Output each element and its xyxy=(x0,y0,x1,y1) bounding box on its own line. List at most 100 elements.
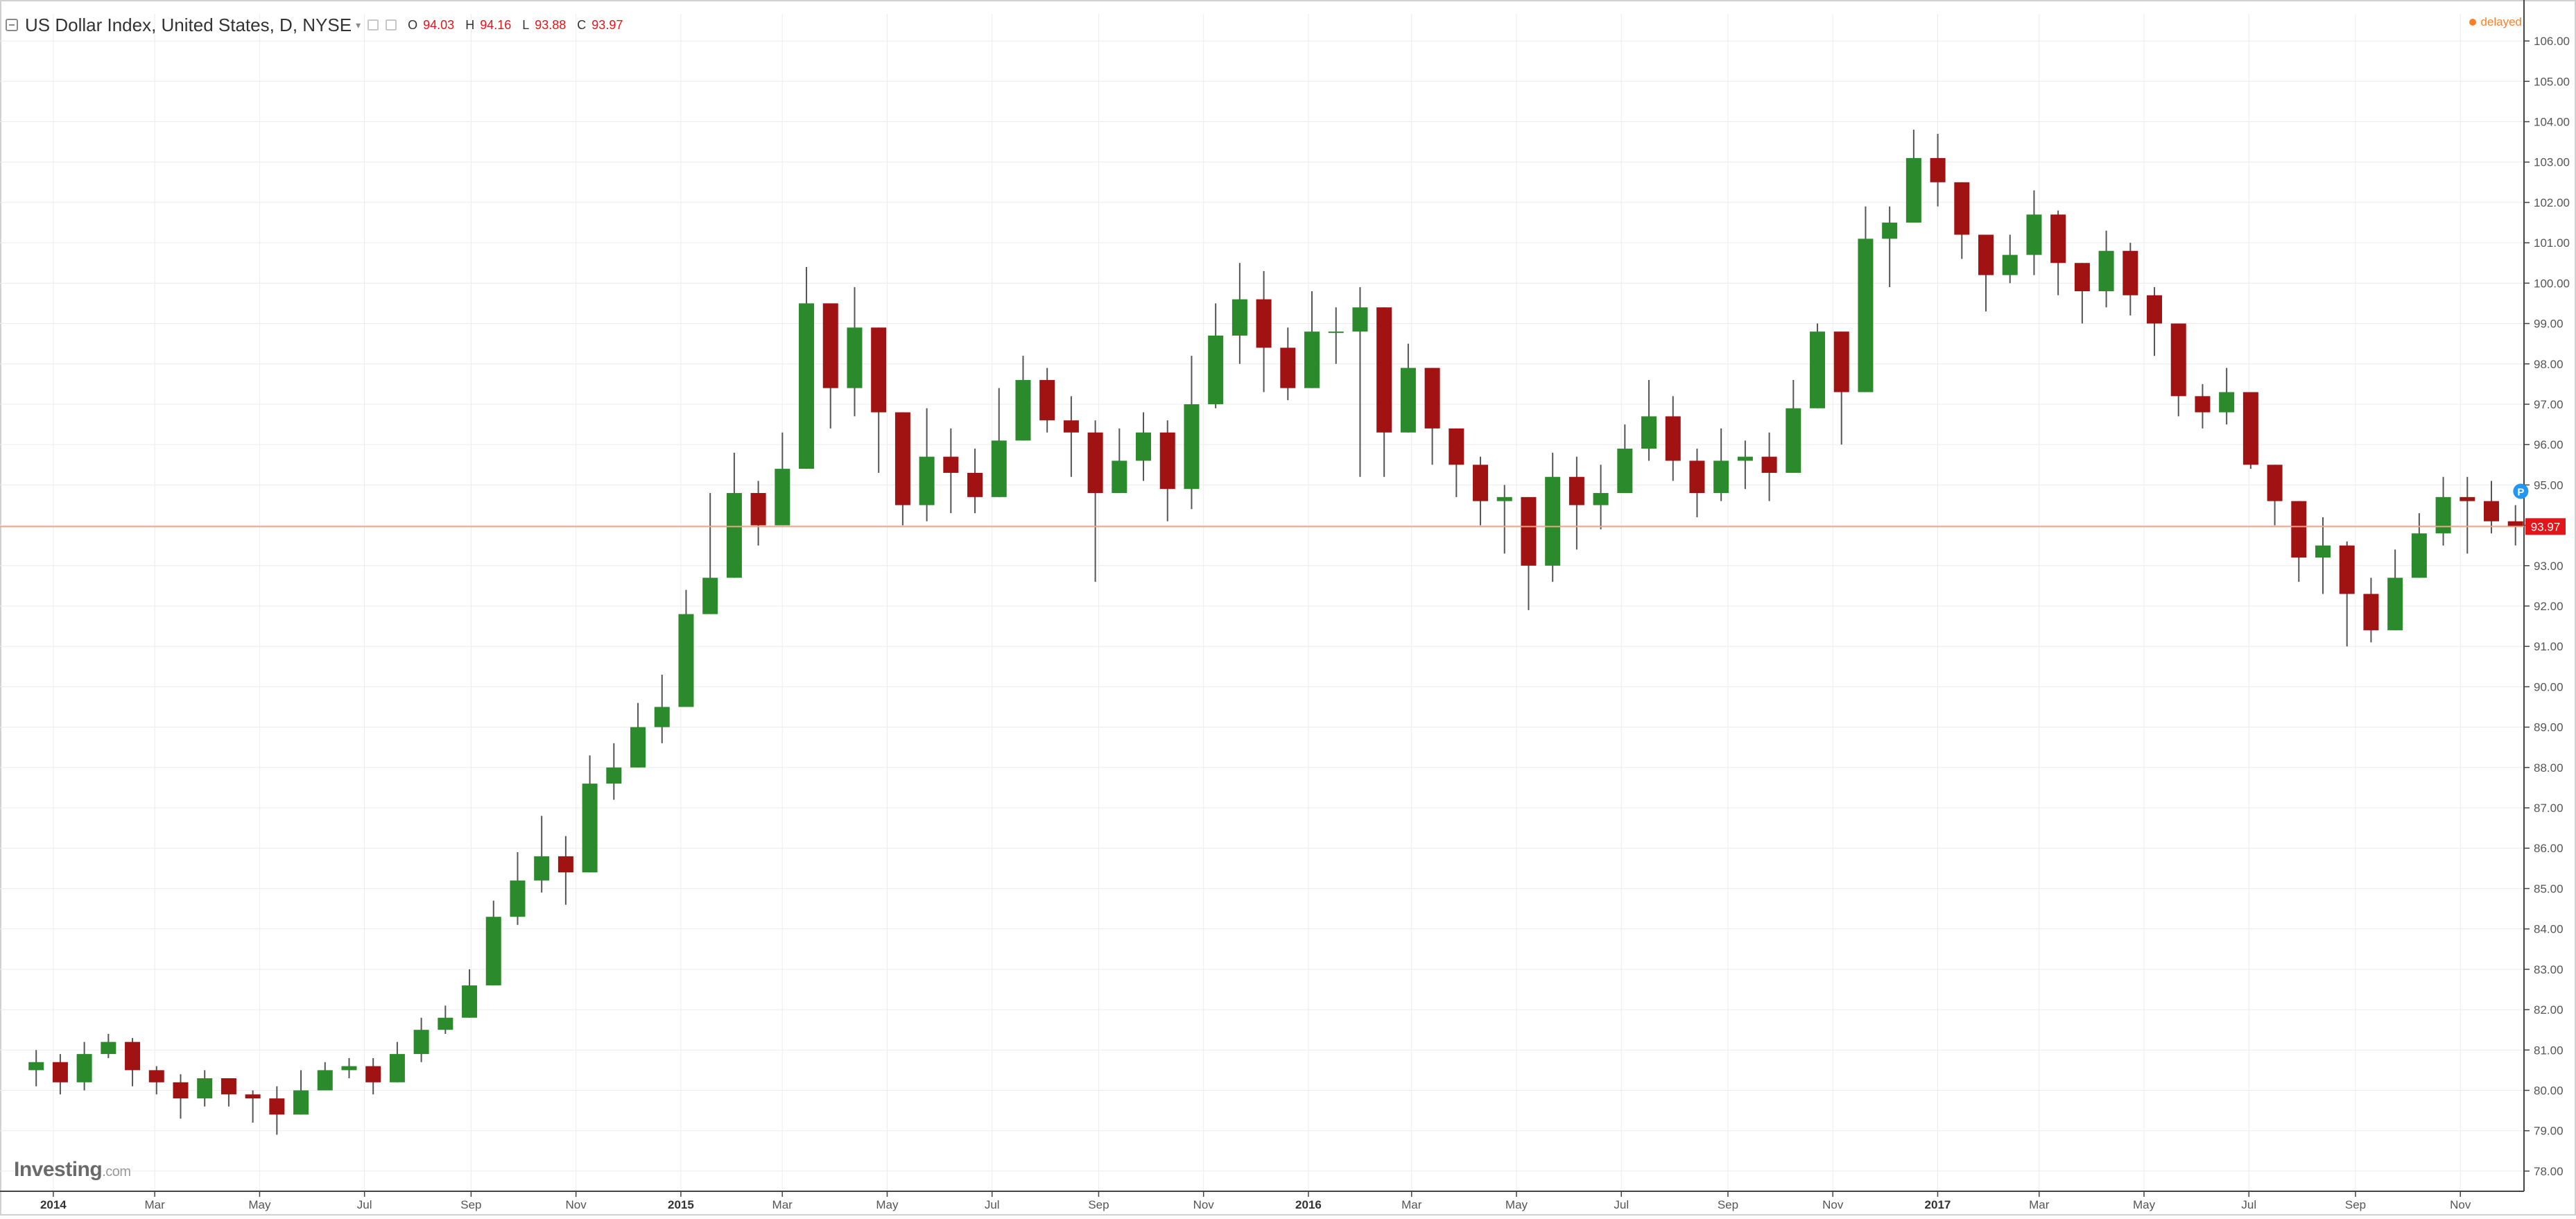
candle-body[interactable] xyxy=(2339,545,2355,594)
candle-body[interactable] xyxy=(317,1070,333,1091)
candle-body[interactable] xyxy=(28,1062,44,1071)
candle-body[interactable] xyxy=(871,327,887,413)
candle-body[interactable] xyxy=(438,1017,453,1030)
candle-body[interactable] xyxy=(1833,331,1849,392)
candle-body[interactable] xyxy=(2050,214,2066,263)
candle-body[interactable] xyxy=(1304,331,1320,388)
candle-body[interactable] xyxy=(2387,578,2403,630)
candle-body[interactable] xyxy=(606,767,622,784)
candle-body[interactable] xyxy=(1810,331,1826,408)
candle-body[interactable] xyxy=(2291,501,2307,558)
candle-body[interactable] xyxy=(1112,460,1127,494)
candle-body[interactable] xyxy=(1256,299,1272,348)
candle-body[interactable] xyxy=(76,1054,92,1082)
candle-body[interactable] xyxy=(245,1094,261,1099)
candle-body[interactable] xyxy=(2411,533,2427,578)
candle-body[interactable] xyxy=(1665,416,1681,461)
candle-body[interactable] xyxy=(919,456,935,505)
candle-body[interactable] xyxy=(775,469,790,526)
event-marker-icon[interactable] xyxy=(2513,483,2529,499)
candle-body[interactable] xyxy=(2507,521,2523,527)
candle-body[interactable] xyxy=(1473,465,1489,501)
candle-body[interactable] xyxy=(1400,368,1416,433)
candle-body[interactable] xyxy=(1617,448,1633,494)
candle-body[interactable] xyxy=(148,1070,164,1082)
candle-body[interactable] xyxy=(630,727,646,768)
candle-body[interactable] xyxy=(221,1078,236,1095)
candle-body[interactable] xyxy=(1231,299,1247,336)
candle-body[interactable] xyxy=(967,472,983,497)
candle-body[interactable] xyxy=(389,1054,405,1082)
candle-body[interactable] xyxy=(2147,295,2163,324)
candle-body[interactable] xyxy=(2074,263,2090,291)
candle-body[interactable] xyxy=(52,1062,68,1082)
candle-body[interactable] xyxy=(678,614,694,707)
candle-body[interactable] xyxy=(1786,408,1801,473)
candle-body[interactable] xyxy=(1063,420,1079,433)
candle-body[interactable] xyxy=(2460,496,2475,501)
candle-body[interactable] xyxy=(413,1030,429,1055)
candle-body[interactable] xyxy=(799,303,815,469)
candle-body[interactable] xyxy=(726,493,742,578)
candle-body[interactable] xyxy=(1641,416,1657,449)
candle-body[interactable] xyxy=(1136,432,1152,461)
candle-body[interactable] xyxy=(1761,456,1777,473)
candle-body[interactable] xyxy=(582,784,598,873)
candle-body[interactable] xyxy=(1039,380,1055,421)
candle-body[interactable] xyxy=(2195,396,2211,413)
candle-body[interactable] xyxy=(654,707,670,727)
candle-body[interactable] xyxy=(1449,428,1464,465)
candle-body[interactable] xyxy=(2098,250,2114,291)
candle-body[interactable] xyxy=(1689,460,1705,494)
candle-body[interactable] xyxy=(1954,182,1970,235)
candle-body[interactable] xyxy=(1015,380,1031,441)
candle-body[interactable] xyxy=(2170,323,2186,397)
candle-body[interactable] xyxy=(1328,331,1344,334)
candle-body[interactable] xyxy=(1737,456,1753,461)
candle-body[interactable] xyxy=(341,1066,357,1071)
settings-icon[interactable] xyxy=(368,19,379,31)
candle-body[interactable] xyxy=(943,456,959,473)
candle-body[interactable] xyxy=(1208,336,1224,404)
candle-body[interactable] xyxy=(1882,223,1898,239)
candle-body[interactable] xyxy=(1858,239,1874,392)
candle-body[interactable] xyxy=(1568,476,1584,505)
candle-body[interactable] xyxy=(1424,368,1440,429)
candle-body[interactable] xyxy=(365,1066,381,1082)
candle-body[interactable] xyxy=(534,856,550,881)
time-axis[interactable]: 2014 Mar May Jul Sep Nov 2015 Mar May Jul Sep Nov 20… xyxy=(40,1191,2471,1211)
close-icon[interactable] xyxy=(386,19,397,31)
candle-body[interactable] xyxy=(1593,493,1609,505)
candle-body[interactable] xyxy=(847,327,863,388)
candle-body[interactable] xyxy=(1184,404,1200,490)
symbol-title[interactable]: US Dollar Index, United States, D, NYSE xyxy=(25,14,352,35)
price-axis[interactable]: 78.00 79.00 80.00 81.00 82.00 83.00 84.00 85.00… xyxy=(2524,35,2570,1178)
candle-body[interactable] xyxy=(510,880,526,917)
candle-body[interactable] xyxy=(1496,496,1512,501)
candle-body[interactable] xyxy=(293,1090,309,1115)
candle-body[interactable] xyxy=(2315,545,2331,558)
candle-body[interactable] xyxy=(2026,214,2042,255)
candle-body[interactable] xyxy=(1280,347,1296,388)
candle-body[interactable] xyxy=(2363,594,2379,630)
candle-body[interactable] xyxy=(101,1041,116,1055)
candle-body[interactable] xyxy=(1352,307,1368,332)
candle-body[interactable] xyxy=(462,985,478,1018)
candle-body[interactable] xyxy=(1087,432,1103,494)
candle-body[interactable] xyxy=(1905,157,1921,223)
candle-body[interactable] xyxy=(2267,465,2283,501)
collapse-icon[interactable] xyxy=(6,19,18,31)
candles[interactable] xyxy=(28,130,2523,1135)
candle-body[interactable] xyxy=(269,1098,285,1115)
candle-body[interactable] xyxy=(1521,496,1537,566)
candle-body[interactable] xyxy=(702,578,718,614)
candle-body[interactable] xyxy=(1376,307,1392,433)
candle-body[interactable] xyxy=(822,303,838,388)
candle-body[interactable] xyxy=(894,412,910,505)
candle-body[interactable] xyxy=(125,1041,141,1071)
candle-body[interactable] xyxy=(2002,254,2018,275)
candle-body[interactable] xyxy=(1545,476,1561,566)
candle-body[interactable] xyxy=(750,493,766,526)
candle-body[interactable] xyxy=(2435,496,2451,534)
